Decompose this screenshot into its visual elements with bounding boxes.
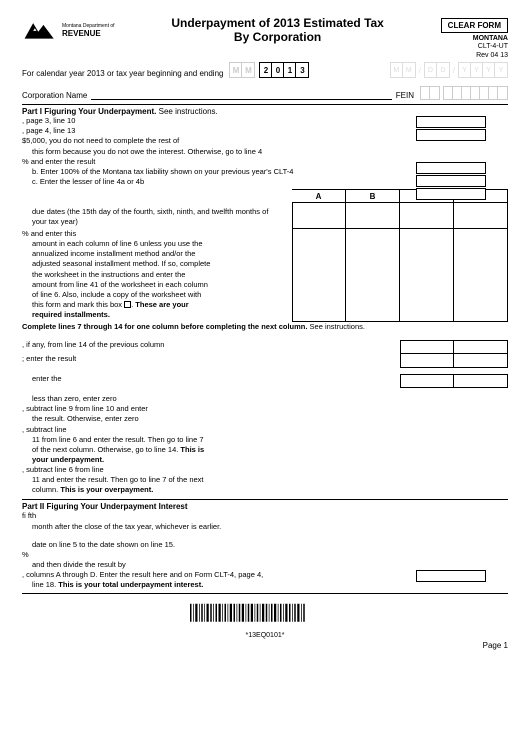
cell-b1[interactable] xyxy=(346,203,400,229)
box-4c[interactable] xyxy=(416,188,486,200)
year-boxes: MM xyxy=(229,62,255,78)
barcode: *13EQ0101* xyxy=(22,600,508,639)
corp-name-label: Corporation Name xyxy=(22,91,87,100)
year-fixed: 2 0 1 3 xyxy=(259,62,309,78)
cell-b2[interactable] xyxy=(346,229,400,322)
row-enter-the: enter the xyxy=(22,374,508,388)
calendar-line: For calendar year 2013 or tax year begin… xyxy=(22,62,309,78)
part1-header: Part I Figuring Your Underpayment. See i… xyxy=(22,107,508,116)
header: Montana Department of REVENUE Underpayme… xyxy=(22,18,508,60)
l-5000b: this form because you do not owe the int… xyxy=(32,147,508,157)
dept-label: Montana Department of xyxy=(62,23,115,29)
pct-enter-this: % and enter this xyxy=(22,229,286,239)
row-enter-result: ; enter the result xyxy=(22,354,508,368)
installment-row: % and enter this amount in each column o… xyxy=(22,229,508,322)
clear-form-button[interactable]: CLEAR FORM xyxy=(441,18,508,33)
rev-date: Rev 04 13 xyxy=(476,52,508,59)
col-a: A xyxy=(292,189,346,203)
form-no: CLT-4-UT xyxy=(478,43,508,50)
box-line13[interactable] xyxy=(416,129,486,141)
state-label: MONTANA xyxy=(473,35,508,42)
cell-c2[interactable] xyxy=(400,229,454,322)
title-line1: Underpayment of 2013 Estimated Tax xyxy=(171,16,384,30)
cell-d2[interactable] xyxy=(454,229,508,322)
mountain-logo-icon xyxy=(22,18,58,42)
form-meta: MONTANA CLT-4-UT Rev 04 13 xyxy=(441,35,508,60)
cell-a2[interactable] xyxy=(292,229,346,322)
cell-d1[interactable] xyxy=(454,203,508,229)
corp-name-input[interactable] xyxy=(91,90,391,100)
part2-header: Part II Figuring Your Underpayment Inter… xyxy=(22,502,508,511)
col-b: B xyxy=(346,189,400,203)
barcode-text: *13EQ0101* xyxy=(22,632,508,639)
row-ifany: , if any, from line 14 of the previous c… xyxy=(22,340,508,354)
header-right: CLEAR FORM MONTANA CLT-4-UT Rev 04 13 xyxy=(441,18,508,60)
fein-label: FEIN xyxy=(396,91,414,100)
box-total-interest[interactable] xyxy=(416,570,486,582)
fein-input[interactable] xyxy=(420,86,508,100)
cell-a1[interactable] xyxy=(292,203,346,229)
box-4b[interactable] xyxy=(416,175,486,187)
end-date-boxes[interactable]: MM/ DD/ YYYY xyxy=(390,62,508,78)
logo-text: Montana Department of REVENUE xyxy=(62,23,115,38)
box-pct[interactable] xyxy=(416,162,486,174)
due-dates-row: due dates (the 15th day of the fourth, s… xyxy=(22,203,508,229)
form-page: Montana Department of REVENUE Underpayme… xyxy=(0,0,530,749)
complete-line: Complete lines 7 through 14 for one colu… xyxy=(22,322,508,332)
logo-area: Montana Department of REVENUE xyxy=(22,18,115,42)
page-number: Page 1 xyxy=(22,641,508,650)
title-block: Underpayment of 2013 Estimated Tax By Co… xyxy=(171,16,384,44)
cell-c1[interactable] xyxy=(400,203,454,229)
due-dates-text: due dates (the 15th day of the fourth, s… xyxy=(32,207,282,227)
title-line2: By Corporation xyxy=(171,30,384,44)
box-line10[interactable] xyxy=(416,116,486,128)
corp-name-row: Corporation Name FEIN xyxy=(22,86,508,100)
revenue-label: REVENUE xyxy=(62,29,115,38)
